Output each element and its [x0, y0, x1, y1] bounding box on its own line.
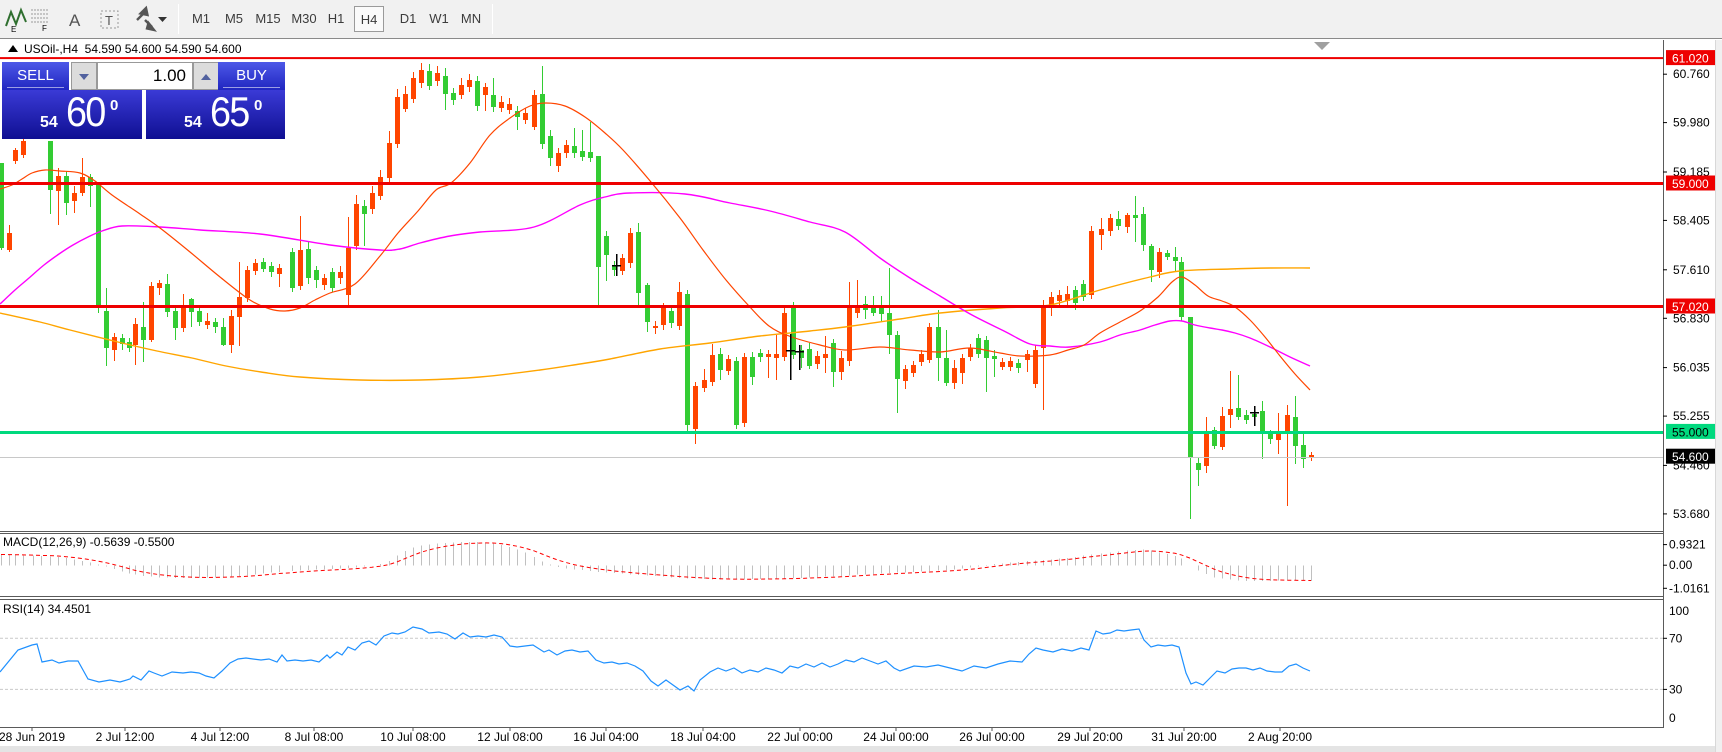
svg-text:28 Jun 2019: 28 Jun 2019 — [0, 730, 65, 744]
svg-text:4 Jul 12:00: 4 Jul 12:00 — [191, 730, 250, 744]
svg-text:60.760: 60.760 — [1673, 67, 1710, 81]
svg-text:57.020: 57.020 — [1672, 300, 1709, 314]
svg-text:T: T — [105, 13, 113, 28]
svg-text:55.255: 55.255 — [1673, 409, 1710, 423]
svg-text:30: 30 — [1669, 682, 1683, 696]
svg-text:A: A — [69, 11, 81, 30]
svg-text:70: 70 — [1669, 631, 1683, 645]
svg-text:26 Jul 00:00: 26 Jul 00:00 — [959, 730, 1025, 744]
svg-text:MACD(12,26,9) -0.5639 -0.5500: MACD(12,26,9) -0.5639 -0.5500 — [3, 535, 175, 549]
svg-text:18 Jul 04:00: 18 Jul 04:00 — [670, 730, 736, 744]
svg-text:USOil-,H4 54.590 54.600 54.59: USOil-,H4 54.590 54.600 54.590 54.600 — [24, 42, 242, 56]
svg-text:10 Jul 08:00: 10 Jul 08:00 — [380, 730, 446, 744]
svg-text:0: 0 — [1669, 711, 1676, 725]
svg-text:56.830: 56.830 — [1673, 311, 1710, 325]
svg-text:100: 100 — [1669, 604, 1689, 618]
svg-text:22 Jul 00:00: 22 Jul 00:00 — [767, 730, 833, 744]
svg-text:2 Aug 20:00: 2 Aug 20:00 — [1248, 730, 1312, 744]
svg-text:12 Jul 08:00: 12 Jul 08:00 — [477, 730, 543, 744]
svg-text:29 Jul 20:00: 29 Jul 20:00 — [1057, 730, 1123, 744]
svg-text:RSI(14) 34.4501: RSI(14) 34.4501 — [3, 602, 91, 616]
svg-text:24 Jul 00:00: 24 Jul 00:00 — [863, 730, 929, 744]
svg-text:59.000: 59.000 — [1672, 177, 1709, 191]
svg-text:53.680: 53.680 — [1673, 507, 1710, 521]
svg-text:F: F — [42, 24, 47, 33]
svg-text:58.405: 58.405 — [1673, 213, 1710, 227]
svg-text:16 Jul 04:00: 16 Jul 04:00 — [573, 730, 639, 744]
svg-text:61.020: 61.020 — [1672, 52, 1709, 66]
svg-text:59.980: 59.980 — [1673, 116, 1710, 130]
svg-text:0.9321: 0.9321 — [1669, 538, 1706, 552]
svg-text:56.035: 56.035 — [1673, 361, 1710, 375]
svg-text:8 Jul 08:00: 8 Jul 08:00 — [285, 730, 344, 744]
svg-text:2 Jul 12:00: 2 Jul 12:00 — [96, 730, 155, 744]
svg-text:-1.0161: -1.0161 — [1669, 581, 1710, 595]
svg-text:E: E — [11, 25, 16, 34]
svg-text:31 Jul 20:00: 31 Jul 20:00 — [1151, 730, 1217, 744]
svg-text:0.00: 0.00 — [1669, 558, 1693, 572]
svg-text:55.000: 55.000 — [1672, 425, 1709, 439]
svg-text:54.600: 54.600 — [1672, 450, 1709, 464]
svg-text:57.610: 57.610 — [1673, 263, 1710, 277]
